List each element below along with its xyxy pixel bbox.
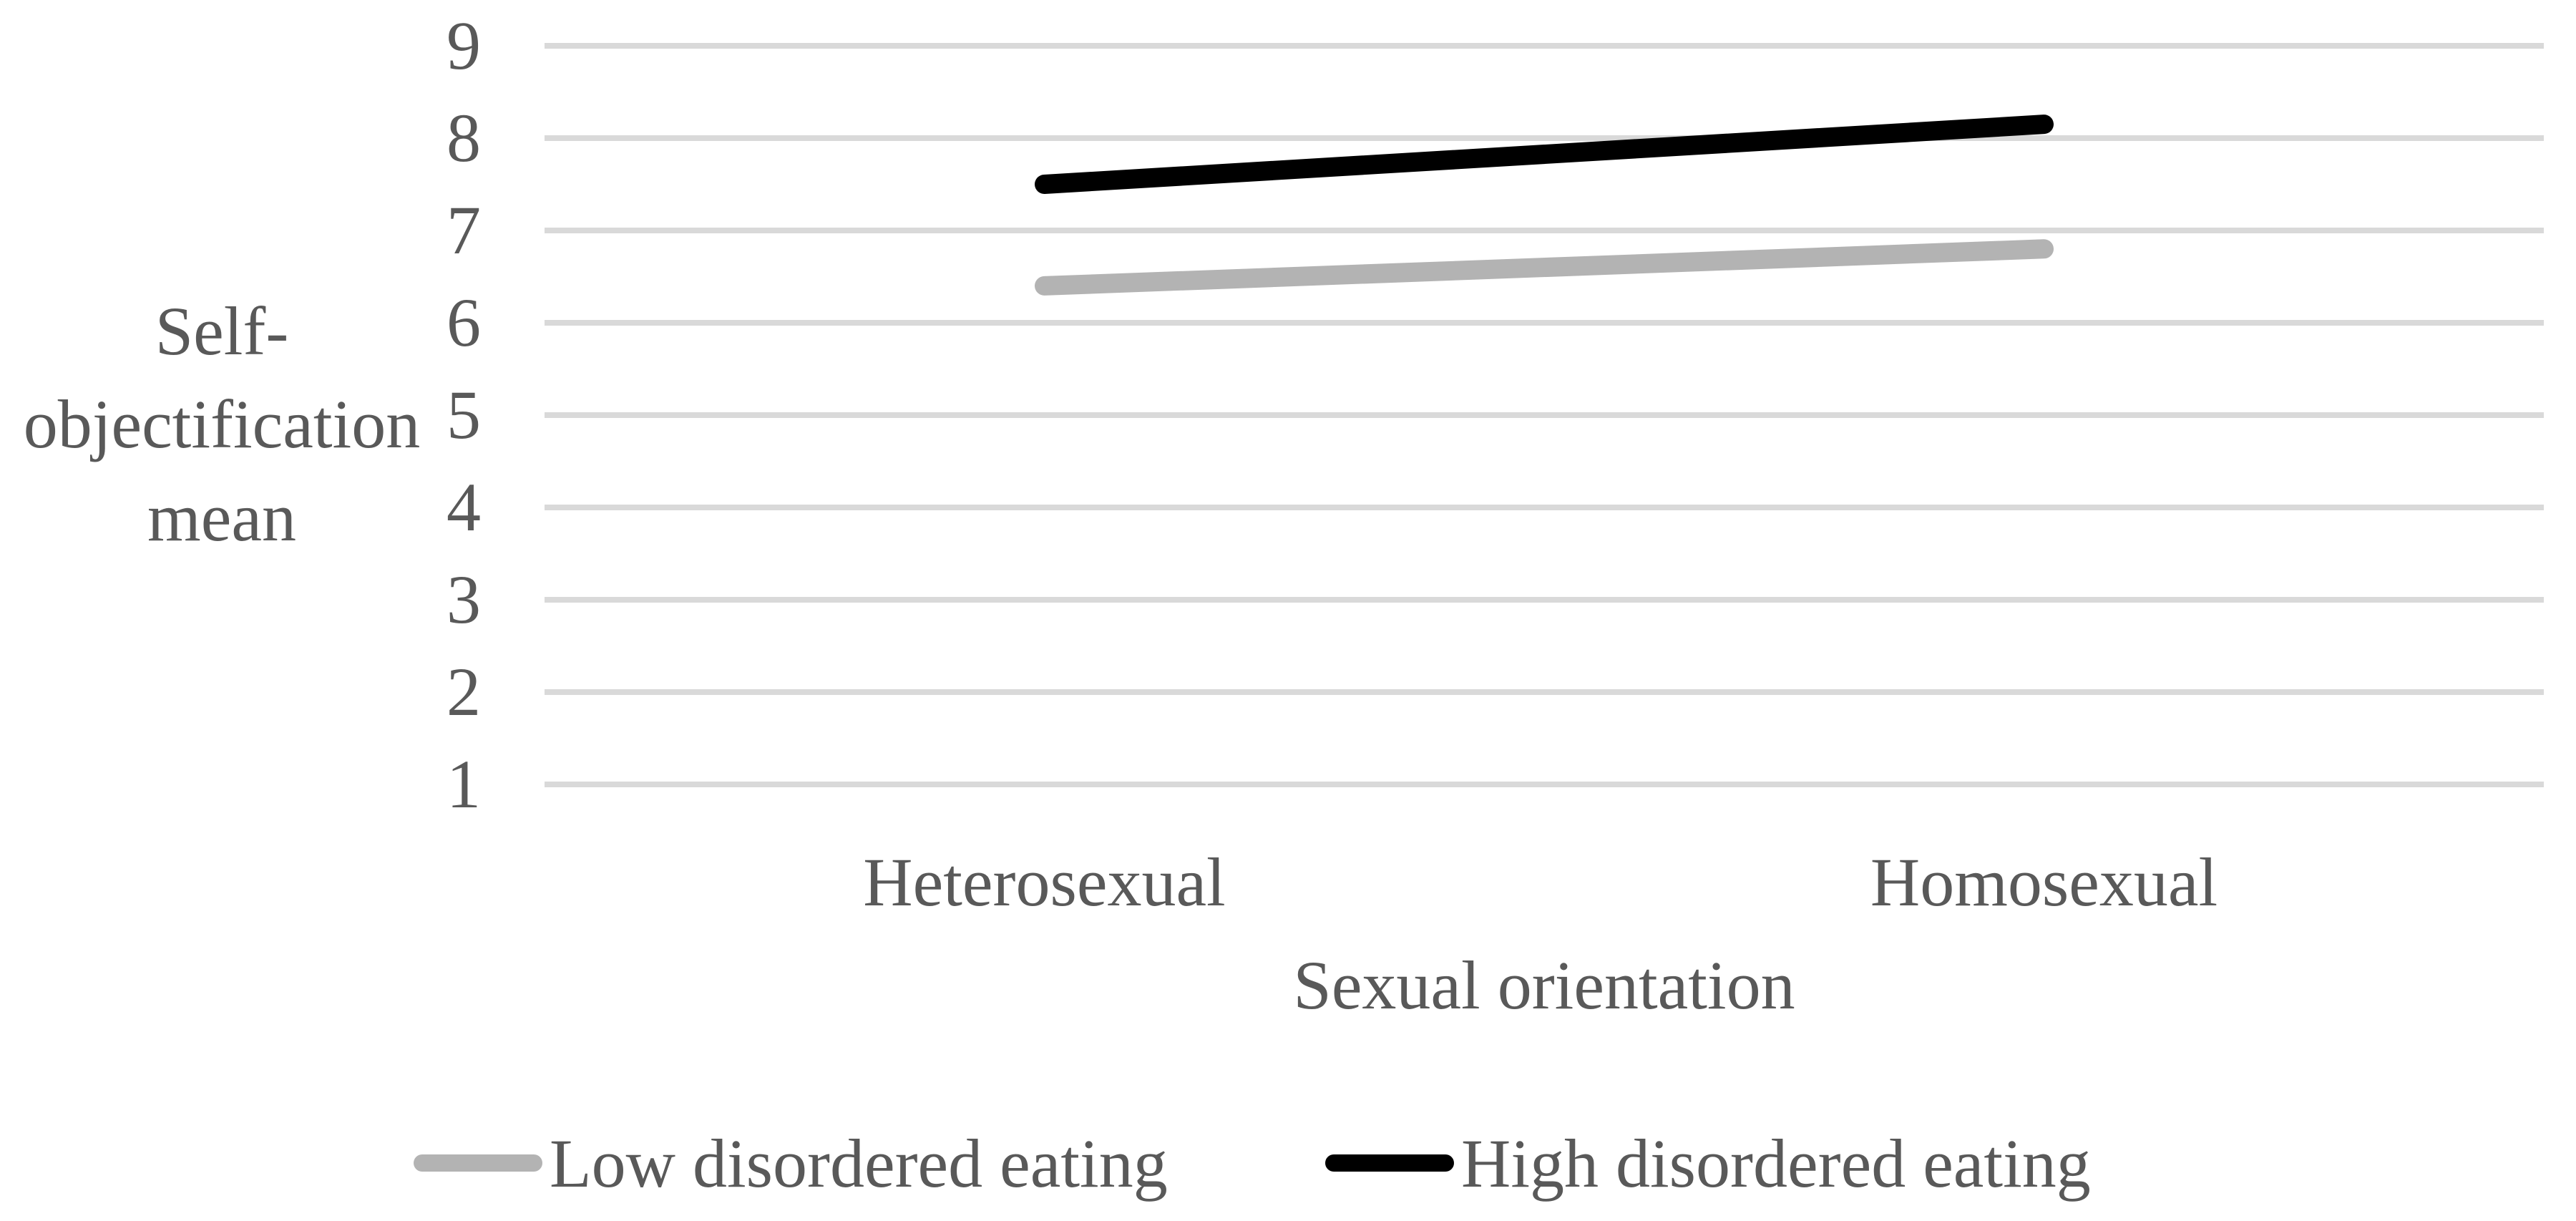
- legend-swatch-high-disordered-eating-icon: [1325, 1154, 1454, 1172]
- series-line-high-disordered-eating: [1035, 115, 2054, 194]
- y-axis-title-line-1: Self-: [155, 293, 289, 369]
- x-category-label-homosexual: Homosexual: [1870, 844, 2218, 920]
- legend-swatch-low-disordered-eating-icon: [414, 1154, 542, 1172]
- y-axis-title-line-2: objectification: [23, 386, 421, 462]
- legend-item-low-disordered-eating: Low disordered eating: [414, 1117, 1168, 1210]
- legend-item-high-disordered-eating: High disordered eating: [1325, 1117, 2091, 1210]
- x-axis-title: Sexual orientation: [1293, 947, 1795, 1023]
- legend-label-high-disordered-eating: High disordered eating: [1461, 1124, 2091, 1202]
- legend-label-low-disordered-eating: Low disordered eating: [550, 1124, 1168, 1202]
- y-axis-title-line-3: mean: [147, 479, 296, 555]
- x-category-label-heterosexual: Heterosexual: [863, 844, 1226, 920]
- y-axis-title: Self- objectification mean: [0, 285, 444, 564]
- series-line-low-disordered-eating: [1035, 239, 2054, 296]
